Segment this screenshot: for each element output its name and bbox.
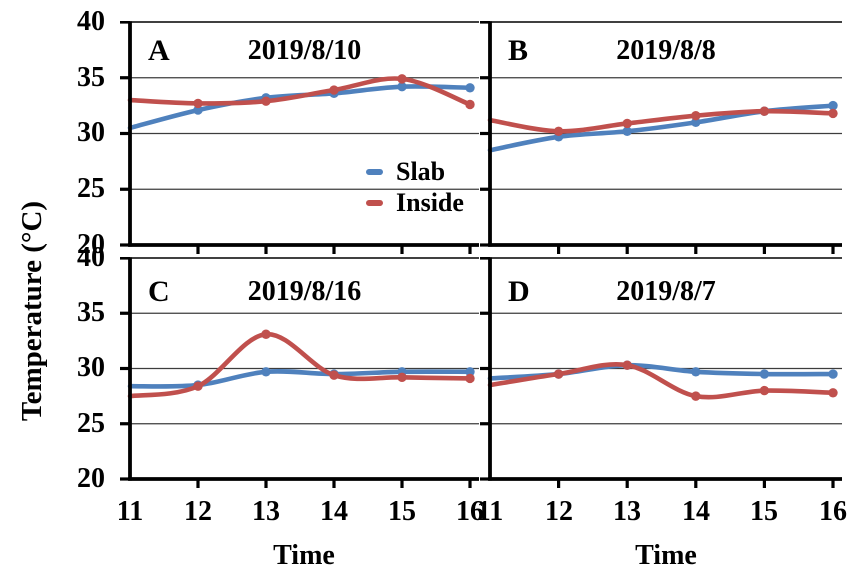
panel-letter-b: B xyxy=(508,34,529,67)
plot-panel-a xyxy=(120,21,479,254)
x-tick-label: 12 xyxy=(545,496,573,527)
y-tick-label: 40 xyxy=(77,242,105,273)
panel-letter-a: A xyxy=(148,34,170,67)
y-tick-label: 40 xyxy=(77,6,105,37)
legend-item-inside: Inside xyxy=(366,187,464,218)
x-tick-label: 11 xyxy=(476,496,504,527)
inside-line-swatch xyxy=(366,199,383,206)
legend: Slab Inside xyxy=(366,156,464,218)
y-tick-label: 20 xyxy=(77,463,105,494)
plot-panel-c xyxy=(120,257,479,488)
y-tick-label: 35 xyxy=(77,297,105,328)
panel-title-b: 2019/8/8 xyxy=(616,35,716,66)
plot-panel-d xyxy=(480,257,842,488)
x-tick-label: 14 xyxy=(682,496,710,527)
x-tick-label: 12 xyxy=(184,496,212,527)
x-axis-title-right: Time xyxy=(635,540,697,571)
legend-label-slab: Slab xyxy=(396,156,446,186)
y-tick-label: 20 xyxy=(77,229,105,260)
x-tick-label: 13 xyxy=(613,496,641,527)
x-tick-label: 15 xyxy=(388,496,416,527)
slab-line-swatch xyxy=(366,168,383,175)
x-axis-title-left: Time xyxy=(273,540,335,571)
y-tick-label: 25 xyxy=(77,408,105,439)
x-tick-label: 15 xyxy=(750,496,778,527)
legend-item-slab: Slab xyxy=(366,156,464,187)
x-tick-label: 16 xyxy=(819,496,847,527)
x-tick-label: 13 xyxy=(252,496,280,527)
panel-letter-d: D xyxy=(508,275,530,308)
x-tick-label: 11 xyxy=(116,496,144,527)
y-tick-label: 25 xyxy=(77,173,105,204)
x-tick-label: 16 xyxy=(456,496,484,527)
y-tick-label: 35 xyxy=(77,62,105,93)
panel-title-d: 2019/8/7 xyxy=(616,276,716,307)
panel-letter-c: C xyxy=(148,275,170,308)
panel-title-c: 2019/8/16 xyxy=(247,276,362,307)
panel-title-a: 2019/8/10 xyxy=(247,35,362,66)
y-tick-label: 30 xyxy=(77,117,105,148)
legend-label-inside: Inside xyxy=(396,187,464,217)
x-tick-label: 14 xyxy=(320,496,348,527)
y-tick-label: 30 xyxy=(77,352,105,383)
plot-panel-b xyxy=(480,21,842,254)
